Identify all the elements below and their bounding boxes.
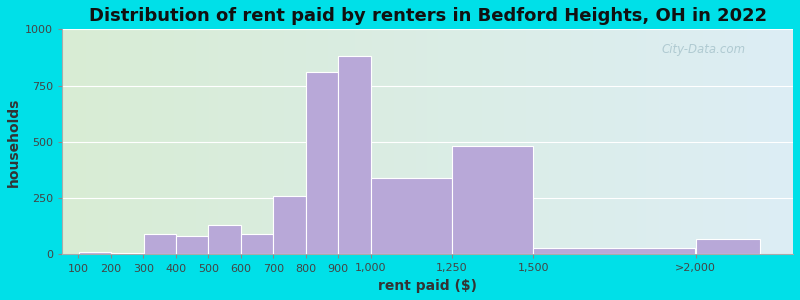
Bar — [371, 178, 452, 254]
Text: City-Data.com: City-Data.com — [662, 43, 746, 56]
Bar — [241, 234, 273, 254]
Bar — [338, 56, 370, 254]
Bar — [111, 253, 143, 254]
X-axis label: rent paid ($): rent paid ($) — [378, 279, 477, 293]
Bar — [78, 252, 110, 254]
Bar — [176, 236, 208, 254]
Bar — [534, 248, 695, 254]
Bar — [696, 239, 761, 254]
Bar — [143, 234, 176, 254]
Bar — [452, 146, 533, 254]
Y-axis label: households: households — [7, 97, 21, 187]
Title: Distribution of rent paid by renters in Bedford Heights, OH in 2022: Distribution of rent paid by renters in … — [89, 7, 766, 25]
Bar — [209, 225, 241, 254]
Bar — [306, 72, 338, 254]
Bar — [274, 196, 306, 254]
